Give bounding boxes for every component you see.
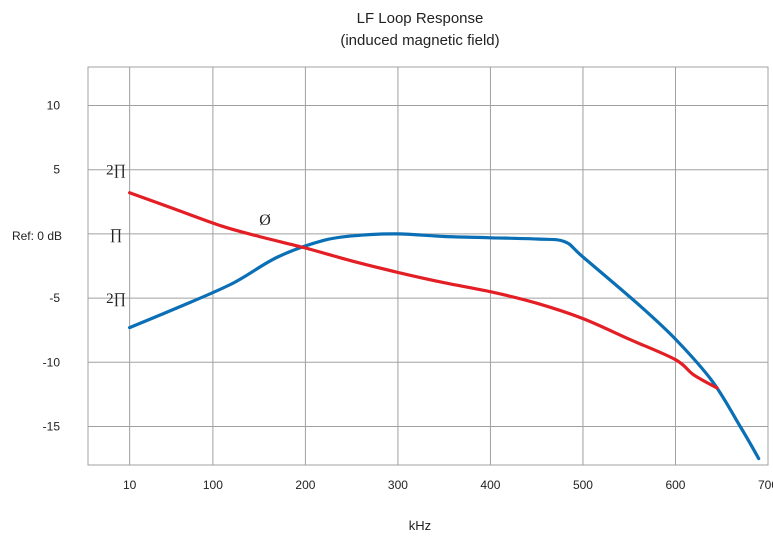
y-tick-labels: 10 5 -5 -10 -15 xyxy=(43,99,61,434)
y-tick-label: 10 xyxy=(47,99,61,113)
phase-label: ∏ xyxy=(110,227,122,243)
x-tick-label: 500 xyxy=(573,478,593,492)
x-axis-label: kHz xyxy=(409,518,431,533)
phase-label: 2∏ xyxy=(106,163,126,179)
y-tick-label: -5 xyxy=(49,291,60,305)
grid xyxy=(87,66,769,466)
x-tick-labels: 10 100 200 300 400 500 600 700 xyxy=(123,478,773,492)
x-tick-label: 200 xyxy=(295,478,315,492)
series-line-blue xyxy=(128,232,761,461)
y-tick-label: -15 xyxy=(43,419,61,433)
phase-labels: 2∏ ∏ 2∏ xyxy=(106,163,126,307)
plot-frame xyxy=(87,66,769,466)
series-line-red xyxy=(128,191,719,390)
y-tick-label: -10 xyxy=(43,355,61,369)
x-tick-label: 300 xyxy=(388,478,408,492)
chart-subtitle: (induced magnetic field) xyxy=(340,32,499,49)
x-tick-label: 100 xyxy=(203,478,223,492)
y-tick-label: 5 xyxy=(53,163,60,177)
y-ref-label: Ref: 0 dB xyxy=(12,229,62,243)
x-tick-label: 10 xyxy=(123,478,137,492)
phase-symbol: Ø xyxy=(259,212,271,229)
series-lines xyxy=(128,191,761,461)
phase-label: 2∏ xyxy=(106,291,126,307)
x-tick-label: 400 xyxy=(480,478,500,492)
x-tick-label: 700 xyxy=(758,478,773,492)
x-tick-label: 600 xyxy=(665,478,685,492)
chart-title: LF Loop Response xyxy=(357,10,484,27)
